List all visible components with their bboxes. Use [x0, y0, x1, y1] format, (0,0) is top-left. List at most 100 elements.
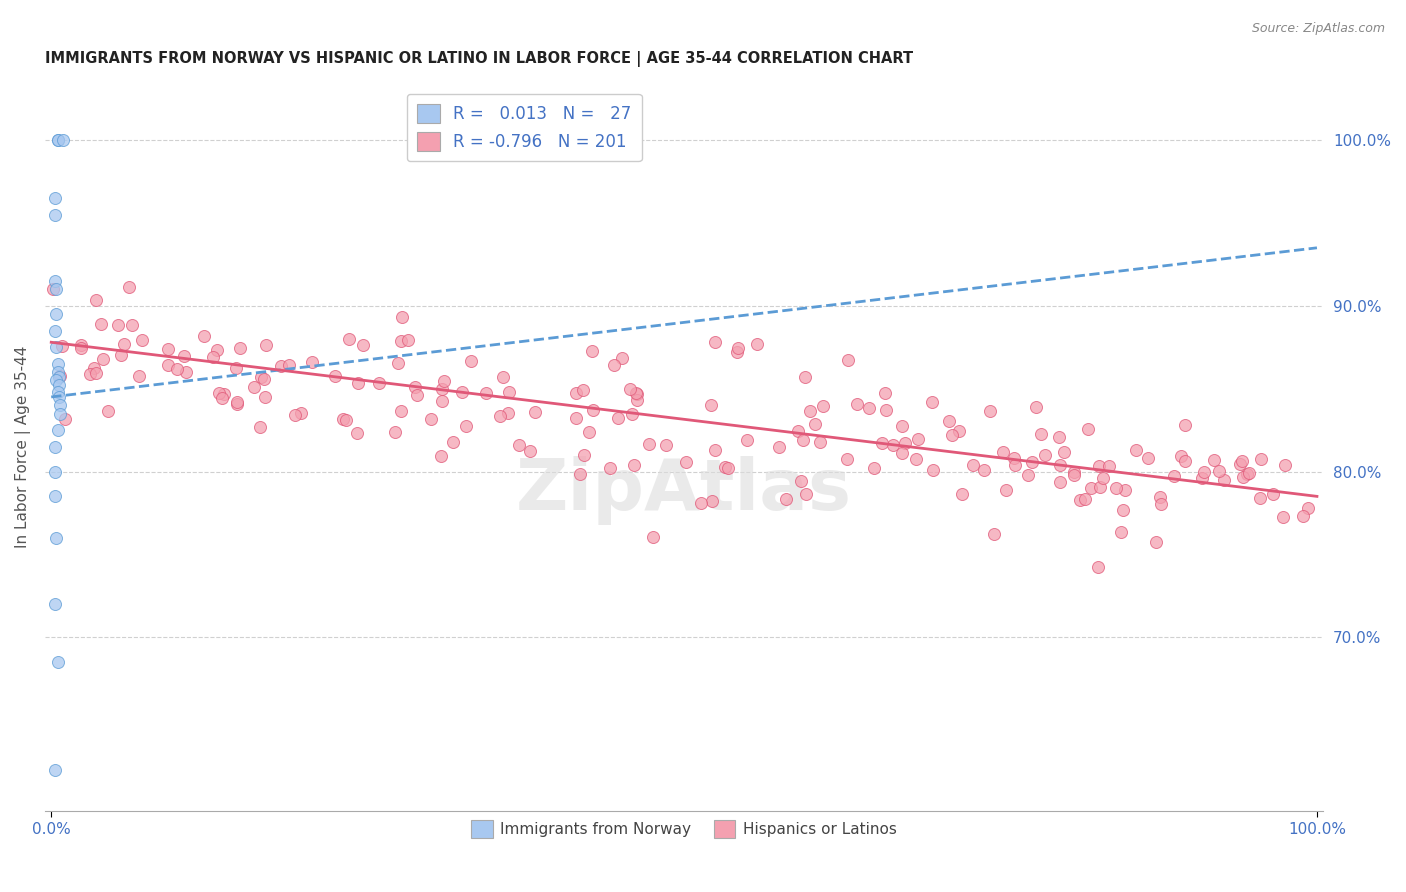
Point — [638, 436, 661, 450]
Point — [91, 351, 114, 366]
Point — [46, 384, 69, 399]
Point — [794, 487, 817, 501]
Point — [891, 446, 914, 460]
Point — [655, 438, 678, 452]
Point — [620, 407, 643, 421]
Point — [1125, 443, 1147, 458]
Point — [229, 341, 252, 355]
Point — [845, 397, 868, 411]
Text: Source: ZipAtlas.com: Source: ZipAtlas.com — [1251, 22, 1385, 36]
Point — [891, 419, 914, 434]
Point — [1114, 483, 1136, 497]
Point — [396, 333, 419, 347]
Point — [775, 491, 797, 506]
Point — [42, 282, 65, 296]
Point — [249, 419, 271, 434]
Point — [202, 350, 225, 364]
Point — [46, 133, 69, 147]
Point — [811, 399, 834, 413]
Point — [626, 393, 648, 408]
Point — [49, 368, 72, 383]
Point — [346, 425, 368, 440]
Point — [991, 444, 1014, 458]
Point — [1208, 464, 1230, 478]
Point — [799, 404, 821, 418]
Point — [44, 763, 66, 777]
Point — [1021, 455, 1043, 469]
Point — [1144, 535, 1167, 549]
Point — [1112, 503, 1135, 517]
Point — [441, 435, 464, 450]
Point — [1049, 475, 1071, 490]
Point — [1150, 497, 1173, 511]
Point — [1088, 458, 1111, 473]
Point — [938, 414, 960, 428]
Point — [983, 527, 1005, 541]
Point — [90, 317, 112, 331]
Text: ZipAtlas: ZipAtlas — [516, 456, 852, 524]
Point — [1191, 471, 1213, 485]
Point — [962, 458, 984, 473]
Point — [1080, 481, 1102, 495]
Point — [45, 531, 67, 545]
Point — [389, 334, 412, 349]
Point — [524, 405, 547, 419]
Point — [519, 444, 541, 458]
Point — [804, 417, 827, 431]
Point — [253, 372, 276, 386]
Point — [745, 337, 768, 351]
Point — [387, 356, 409, 370]
Point — [870, 436, 893, 450]
Point — [873, 385, 896, 400]
Point — [689, 496, 711, 510]
Point — [391, 310, 413, 325]
Point — [456, 418, 478, 433]
Text: IMMIGRANTS FROM NORWAY VS HISPANIC OR LATINO IN LABOR FORCE | AGE 35-44 CORRELAT: IMMIGRANTS FROM NORWAY VS HISPANIC OR LA… — [45, 51, 912, 67]
Point — [97, 404, 120, 418]
Point — [83, 361, 105, 376]
Point — [84, 366, 107, 380]
Point — [1047, 430, 1070, 444]
Point — [52, 133, 75, 147]
Point — [1091, 471, 1114, 485]
Point — [1213, 473, 1236, 487]
Point — [1296, 501, 1319, 516]
Point — [863, 461, 886, 475]
Point — [332, 412, 354, 426]
Point — [44, 440, 66, 454]
Point — [578, 425, 600, 439]
Point — [790, 474, 813, 488]
Point — [429, 450, 451, 464]
Point — [994, 483, 1017, 497]
Point — [406, 387, 429, 401]
Point — [335, 413, 357, 427]
Point — [79, 367, 101, 381]
Point — [1149, 490, 1171, 504]
Point — [430, 382, 453, 396]
Point — [882, 438, 904, 452]
Point — [792, 433, 814, 447]
Point — [569, 467, 592, 481]
Point — [714, 460, 737, 475]
Point — [1236, 467, 1258, 481]
Point — [44, 465, 66, 479]
Point — [725, 345, 748, 359]
Point — [45, 282, 67, 296]
Point — [1017, 467, 1039, 482]
Point — [875, 403, 897, 417]
Point — [1230, 453, 1253, 467]
Point — [156, 358, 179, 372]
Point — [1174, 418, 1197, 433]
Point — [581, 403, 603, 417]
Point — [1053, 445, 1076, 459]
Point — [810, 435, 832, 450]
Point — [46, 365, 69, 379]
Point — [1076, 422, 1098, 436]
Point — [1031, 427, 1053, 442]
Point — [46, 357, 69, 371]
Point — [51, 338, 73, 352]
Point — [156, 342, 179, 356]
Point — [948, 424, 970, 438]
Point — [404, 380, 426, 394]
Point — [49, 398, 72, 412]
